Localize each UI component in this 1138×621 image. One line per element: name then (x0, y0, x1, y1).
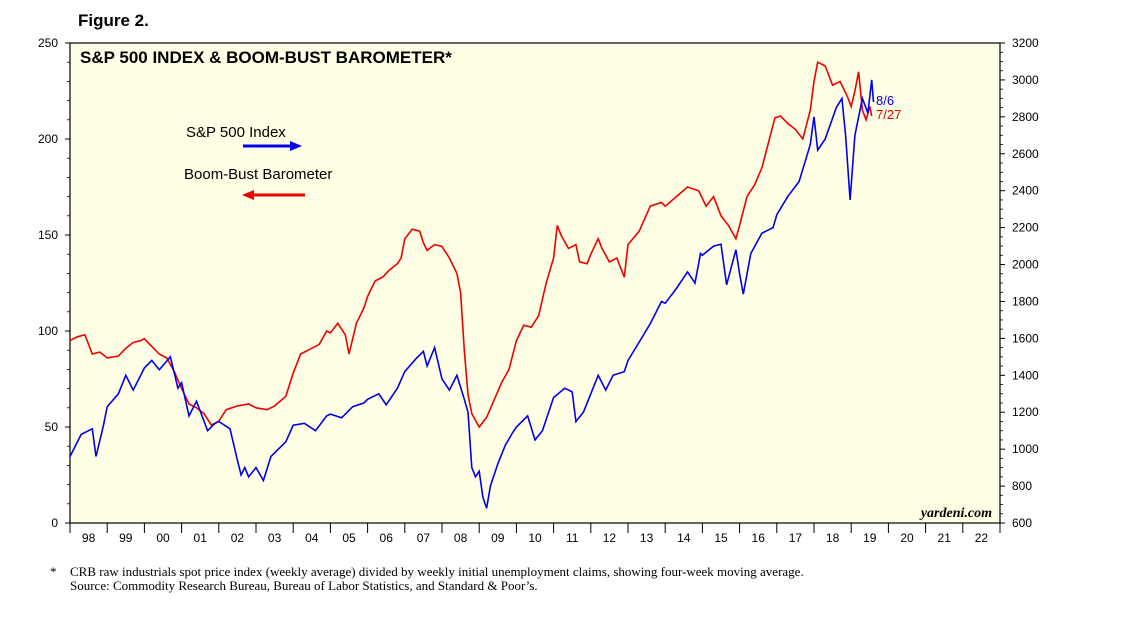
x-tick-label: 19 (863, 531, 877, 545)
left-tick-label: 250 (38, 36, 58, 50)
left-tick-label: 0 (51, 516, 58, 530)
x-tick-label: 05 (342, 531, 356, 545)
x-tick-label: 02 (231, 531, 245, 545)
left-axis: 0 50 100 150 200 250 (38, 36, 70, 530)
right-tick-label: 2200 (1012, 221, 1039, 235)
x-tick-label: 98 (82, 531, 96, 545)
right-tick-label: 2600 (1012, 147, 1039, 161)
right-tick-label: 1200 (1012, 405, 1039, 419)
right-tick-label: 1600 (1012, 331, 1039, 345)
chart-title: S&P 500 INDEX & BOOM-BUST BAROMETER* (80, 48, 452, 67)
left-tick-label: 50 (45, 420, 59, 434)
figure-label: Figure 2. (78, 11, 149, 30)
x-tick-label: 99 (119, 531, 133, 545)
footnote: * CRB raw industrials spot price index (w… (50, 565, 804, 593)
plot-area (69, 42, 1001, 524)
x-tick-label: 04 (305, 531, 319, 545)
footnote-line-2: Source: Commodity Research Bureau, Burea… (70, 578, 538, 593)
right-tick-label: 3200 (1012, 36, 1039, 50)
end-label-bbb: 7/27 (876, 107, 901, 122)
x-tick-label: 12 (603, 531, 617, 545)
right-tick-label: 2000 (1012, 258, 1039, 272)
x-tick-label: 06 (380, 531, 394, 545)
x-axis: 98 99 00 01 02 03 04 05 06 07 08 09 10 11 12 13 14 15 16 17… (69, 523, 1001, 545)
right-tick-label: 600 (1012, 516, 1032, 530)
right-tick-label: 1400 (1012, 368, 1039, 382)
x-tick-label: 07 (417, 531, 431, 545)
legend-arrow-right-icon (243, 141, 302, 151)
x-tick-label: 09 (491, 531, 505, 545)
x-tick-label: 01 (194, 531, 208, 545)
legend-label-sp500: S&P 500 Index (186, 124, 286, 141)
left-tick-label: 150 (38, 228, 58, 242)
right-tick-label: 2800 (1012, 110, 1039, 124)
x-tick-label: 10 (528, 531, 542, 545)
x-tick-label: 13 (640, 531, 654, 545)
end-label-sp500: 8/6 (876, 93, 894, 108)
right-tick-label: 3000 (1012, 73, 1039, 87)
legend-arrow-left-icon (242, 190, 305, 200)
right-tick-label: 1000 (1012, 442, 1039, 456)
x-tick-label: 03 (268, 531, 282, 545)
x-tick-label: 22 (975, 531, 989, 545)
x-tick-label: 08 (454, 531, 468, 545)
legend-label-bbb: Boom-Bust Barometer (184, 166, 332, 183)
x-tick-label: 17 (789, 531, 803, 545)
series-line-sp500 (69, 79, 875, 509)
x-tick-label: 11 (566, 531, 579, 545)
x-tick-label: 18 (826, 531, 840, 545)
x-tick-label: 14 (677, 531, 691, 545)
x-tick-label: 15 (714, 531, 728, 545)
x-tick-label: 00 (156, 531, 170, 545)
left-tick-label: 200 (38, 132, 58, 146)
left-tick-label: 100 (38, 324, 58, 338)
x-tick-label: 16 (752, 531, 766, 545)
watermark: yardeni.com (919, 506, 992, 521)
footnote-marker: * (50, 564, 57, 579)
right-tick-label: 2400 (1012, 184, 1039, 198)
footnote-line-1: CRB raw industrials spot price index (we… (70, 564, 804, 579)
right-tick-label: 1800 (1012, 294, 1039, 308)
right-axis: 600 800 1000 1200 1400 1600 1800 2000 2200 2400 26… (1000, 36, 1039, 530)
x-tick-label: 20 (900, 531, 914, 545)
right-tick-label: 800 (1012, 479, 1032, 493)
x-tick-label: 21 (938, 531, 952, 545)
